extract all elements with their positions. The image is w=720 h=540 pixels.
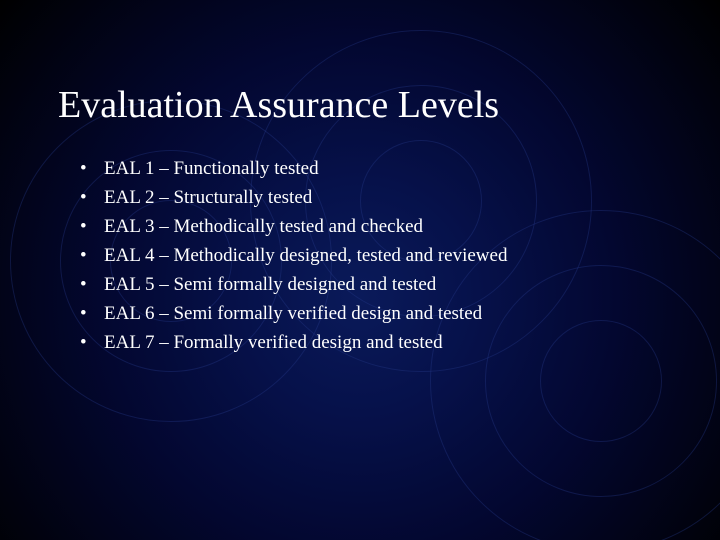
list-item: EAL 5 – Semi formally designed and teste… <box>80 270 507 299</box>
slide-title: Evaluation Assurance Levels <box>58 83 499 127</box>
slide: Evaluation Assurance Levels EAL 1 – Func… <box>0 0 720 540</box>
decorative-ring <box>540 320 662 442</box>
list-item: EAL 1 – Functionally tested <box>80 154 507 183</box>
list-item: EAL 3 – Methodically tested and checked <box>80 212 507 241</box>
bullet-list: EAL 1 – Functionally testedEAL 2 – Struc… <box>80 154 507 357</box>
list-item: EAL 2 – Structurally tested <box>80 183 507 212</box>
list-item: EAL 4 – Methodically designed, tested an… <box>80 241 507 270</box>
list-item: EAL 6 – Semi formally verified design an… <box>80 299 507 328</box>
list-item: EAL 7 – Formally verified design and tes… <box>80 328 507 357</box>
decorative-ring <box>485 265 717 497</box>
